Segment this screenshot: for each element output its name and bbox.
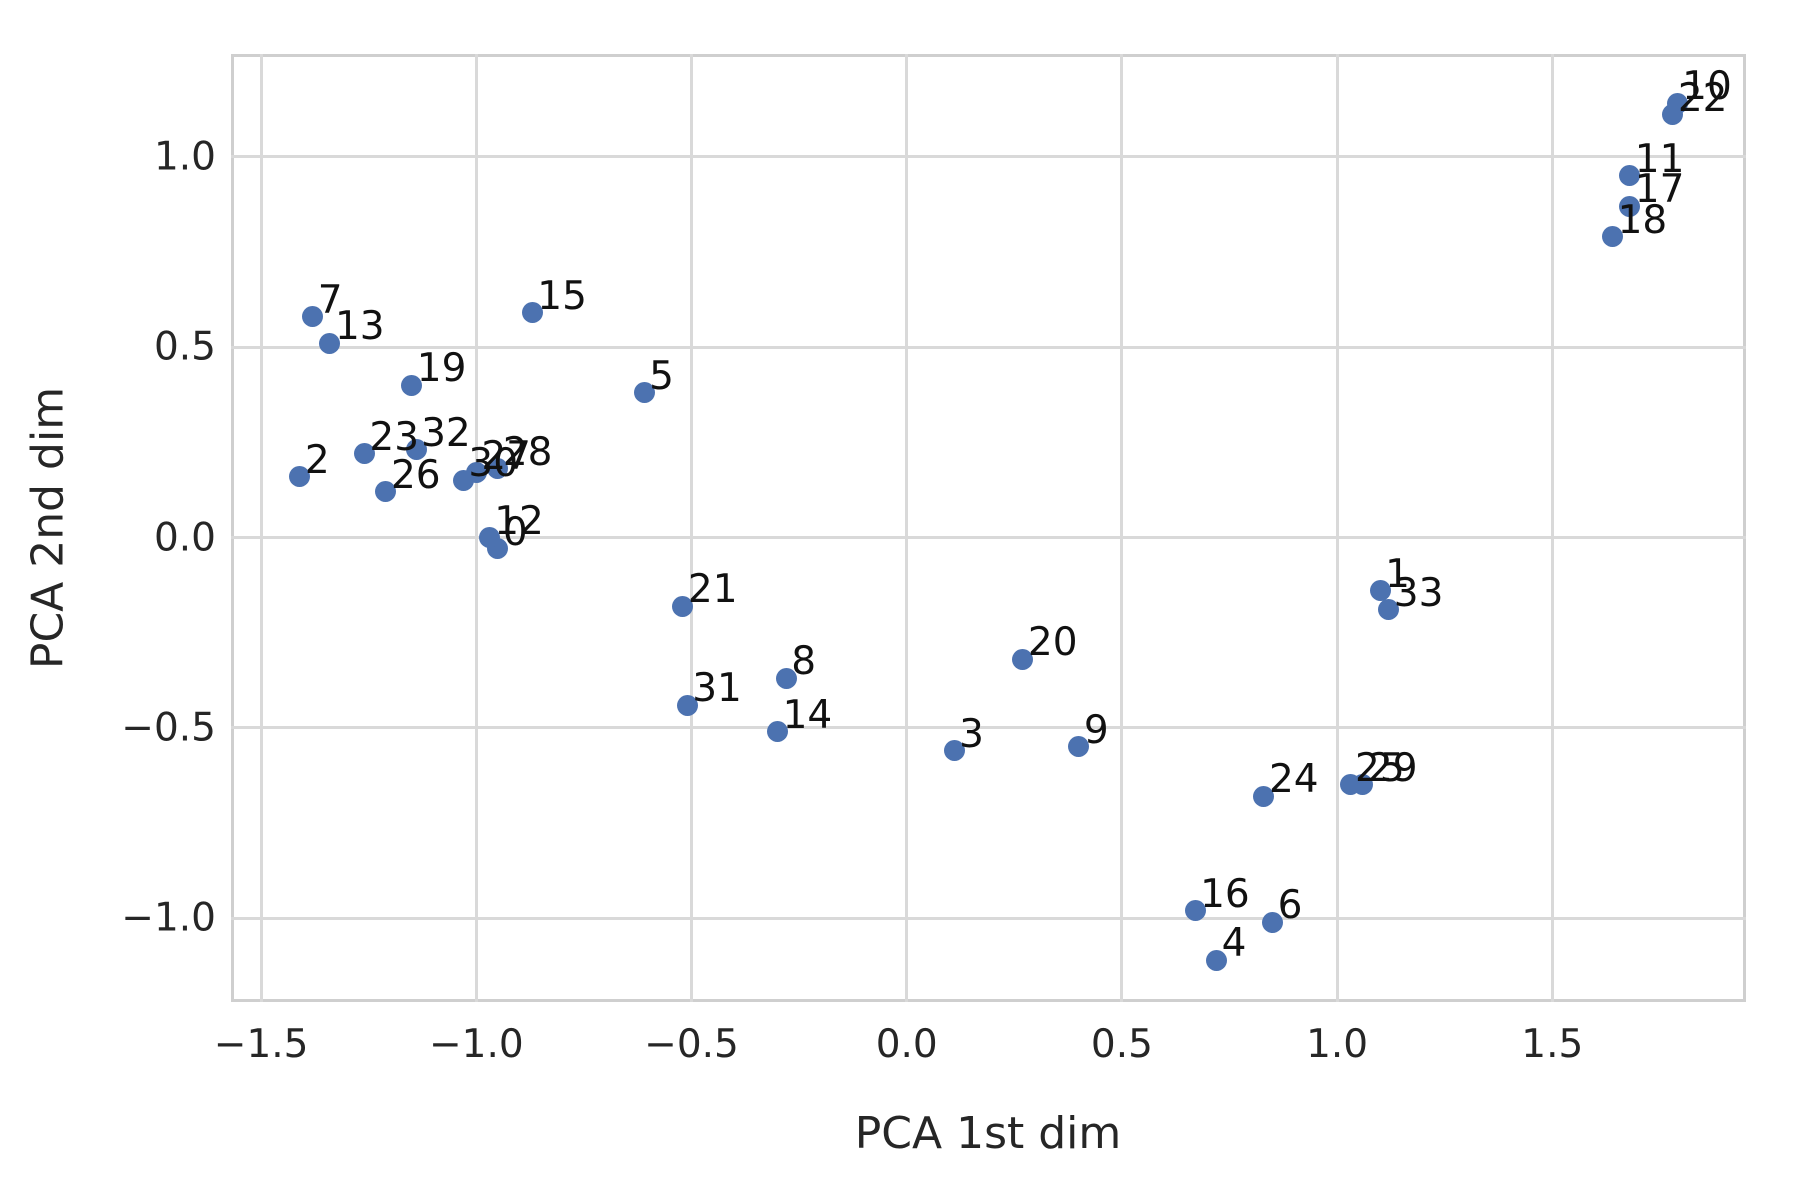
x-tick-label: 0.5 [1090, 1022, 1153, 1067]
data-point-17 [1619, 195, 1641, 217]
point-label-24: 24 [1268, 757, 1319, 803]
point-label-26: 26 [390, 452, 441, 498]
data-point-24 [1253, 785, 1275, 807]
point-label-11: 11 [1634, 136, 1685, 182]
point-label-22: 22 [1677, 75, 1728, 121]
data-point-32 [405, 439, 427, 461]
point-label-25: 25 [1355, 745, 1405, 791]
point-label-4: 4 [1221, 921, 1247, 967]
point-label-29: 29 [1367, 745, 1418, 791]
point-label-5: 5 [649, 353, 674, 399]
y-tick-label: −0.5 [121, 705, 216, 751]
data-point-13 [319, 332, 341, 354]
data-point-23 [353, 443, 375, 465]
data-point-3 [943, 740, 965, 762]
point-label-7: 7 [317, 277, 343, 323]
y-axis-label: PCA 2nd dim [22, 386, 74, 670]
x-gridline [474, 54, 478, 1002]
point-label-32: 32 [421, 410, 471, 456]
x-gridline [1550, 54, 1554, 1002]
x-tick-label: 1.5 [1521, 1022, 1584, 1067]
data-point-4 [1206, 949, 1228, 971]
data-point-16 [1184, 900, 1206, 922]
data-point-1 [1369, 580, 1391, 602]
point-label-21: 21 [687, 567, 738, 613]
point-label-17: 17 [1634, 167, 1685, 213]
y-tick-label: −1.0 [121, 895, 216, 941]
point-label-14: 14 [782, 692, 833, 738]
y-gridline [231, 345, 1746, 349]
point-label-31: 31 [692, 666, 742, 712]
data-point-26 [375, 481, 397, 503]
point-label-20: 20 [1027, 620, 1078, 666]
point-label-18: 18 [1617, 197, 1668, 243]
y-gridline [231, 536, 1746, 540]
data-point-12 [478, 527, 500, 549]
x-gridline [1120, 54, 1124, 1002]
data-point-31 [676, 694, 698, 716]
data-point-33 [1378, 599, 1400, 621]
data-point-7 [302, 306, 324, 328]
y-tick-label: 1.0 [153, 134, 216, 180]
data-point-9 [1068, 736, 1090, 758]
point-label-19: 19 [416, 346, 467, 392]
y-tick-label: 0.0 [153, 515, 216, 561]
point-label-33: 33 [1393, 570, 1444, 616]
x-tick-label: −1.5 [213, 1022, 309, 1067]
point-label-12: 12 [494, 498, 544, 544]
point-label-1: 1 [1385, 551, 1410, 597]
x-gridline [690, 54, 694, 1002]
point-label-0: 0 [502, 509, 528, 555]
point-label-2: 2 [304, 437, 330, 483]
data-point-11 [1619, 165, 1641, 187]
plot-area [231, 54, 1746, 1002]
point-label-15: 15 [537, 273, 587, 319]
data-point-30 [452, 469, 474, 491]
y-gridline [231, 155, 1746, 159]
data-point-20 [1012, 648, 1034, 670]
point-label-8: 8 [791, 639, 817, 685]
point-label-16: 16 [1200, 871, 1250, 917]
point-label-10: 10 [1682, 64, 1732, 110]
x-axis-label: PCA 1st dim [854, 1108, 1122, 1159]
x-tick-label: 1.0 [1306, 1022, 1369, 1067]
point-label-3: 3 [959, 711, 984, 757]
data-point-28 [487, 458, 509, 480]
x-tick-label: −1.0 [428, 1022, 524, 1067]
x-gridline [905, 54, 909, 1002]
data-point-8 [775, 667, 797, 689]
data-point-18 [1602, 226, 1624, 248]
data-point-14 [767, 721, 789, 743]
point-label-23: 23 [369, 414, 420, 460]
data-point-5 [633, 382, 655, 404]
y-gridline [231, 916, 1746, 920]
x-gridline [1335, 54, 1339, 1002]
data-point-21 [672, 595, 694, 617]
data-point-19 [401, 374, 423, 396]
x-tick-label: 0.0 [875, 1022, 938, 1067]
point-label-27: 27 [481, 433, 531, 479]
x-gridline [259, 54, 263, 1002]
point-label-30: 30 [468, 441, 519, 487]
point-label-6: 6 [1277, 883, 1303, 929]
point-label-28: 28 [502, 429, 553, 475]
point-label-9: 9 [1083, 707, 1109, 753]
point-label-13: 13 [334, 304, 385, 350]
data-point-2 [289, 466, 311, 488]
data-point-15 [521, 302, 543, 324]
data-point-22 [1662, 104, 1684, 126]
x-tick-label: −0.5 [644, 1022, 739, 1067]
data-point-29 [1352, 774, 1374, 796]
data-point-6 [1262, 911, 1284, 933]
y-gridline [231, 726, 1746, 730]
y-tick-label: 0.5 [153, 324, 216, 370]
